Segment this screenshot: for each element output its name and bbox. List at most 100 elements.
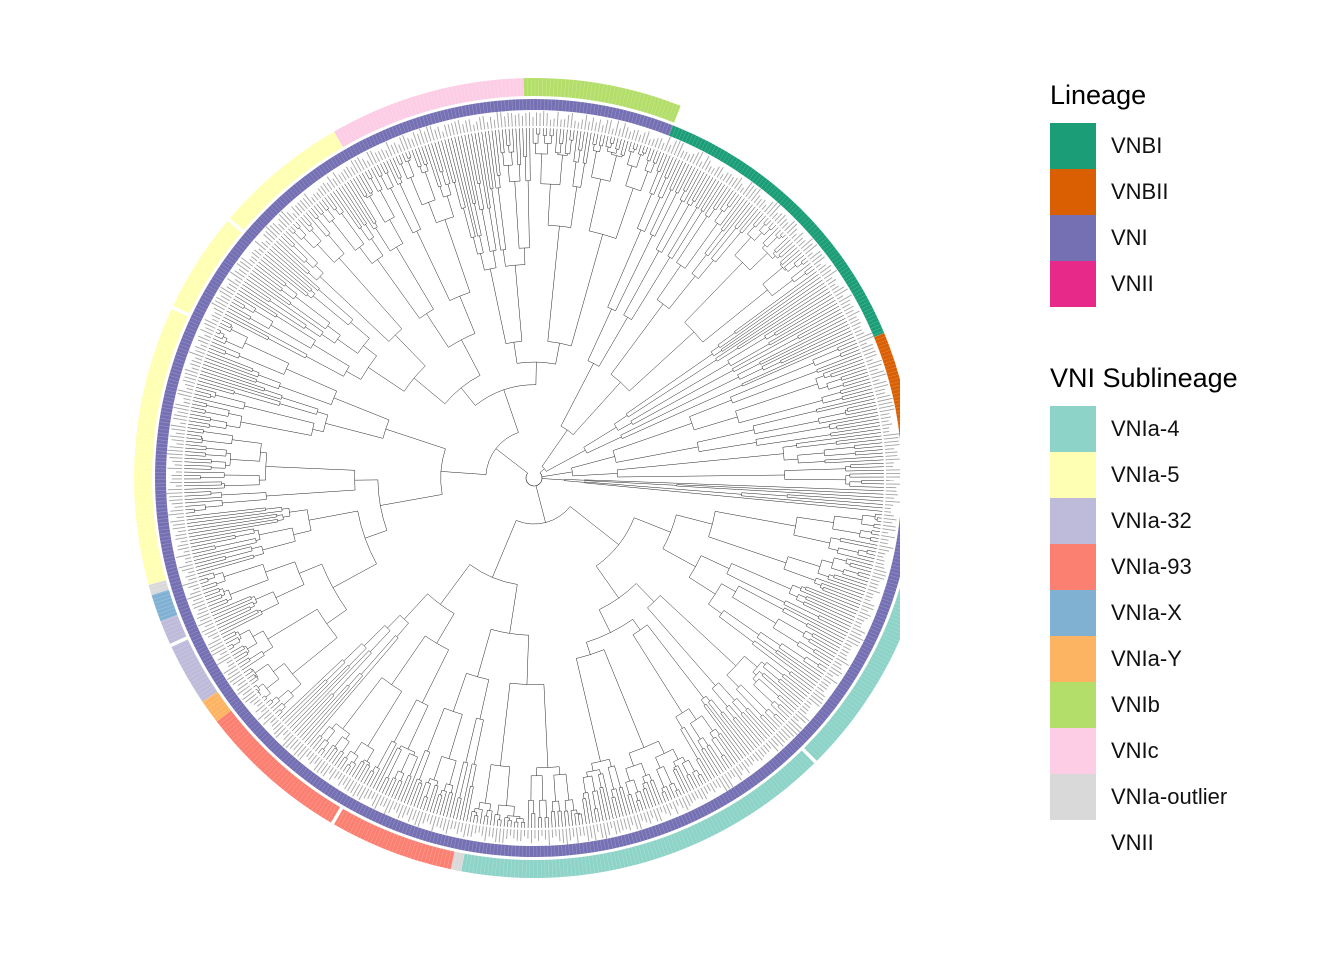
- branch: [688, 759, 695, 772]
- sublineage-segment-tile-edge: [316, 142, 327, 158]
- tip-label-mark: [184, 372, 198, 378]
- tip-label-mark: [207, 638, 222, 646]
- lineage-segment-tile-edge: [213, 275, 223, 283]
- lineage-segment-tile-edge: [156, 507, 168, 509]
- tip-label-mark: [197, 619, 213, 627]
- lineage-segment-tile-edge: [439, 110, 443, 122]
- sublineage-segment-tile-edge: [134, 463, 153, 465]
- tip-label-mark: [692, 152, 700, 165]
- sublineage-segment-tile-edge: [151, 590, 170, 597]
- branch: [720, 733, 741, 761]
- branch: [285, 231, 318, 264]
- branch-arc: [721, 754, 725, 757]
- branch: [541, 775, 544, 801]
- lineage-segment-tile-edge: [586, 102, 589, 114]
- sublineage-segment-tile-edge: [577, 857, 580, 876]
- tip-label-mark: [227, 671, 241, 681]
- sublineage-segment-tile-edge: [596, 83, 601, 102]
- branch: [226, 310, 308, 355]
- sublineage-segment-tile-edge: [436, 89, 442, 108]
- lineage-segment-tile-edge: [309, 172, 316, 182]
- branch: [632, 619, 641, 631]
- branch: [259, 694, 261, 696]
- lineage-segment-tile-edge: [877, 608, 889, 613]
- sublineage-segment-tile-edge: [664, 101, 671, 119]
- branch: [749, 252, 768, 271]
- tip-label-mark: [796, 237, 804, 244]
- branch: [200, 581, 209, 585]
- lineage-segment-tile-edge: [339, 793, 346, 804]
- branch: [592, 791, 596, 809]
- branch: [774, 297, 834, 334]
- branch: [255, 539, 261, 541]
- tip-label-mark: [639, 813, 644, 821]
- branch: [697, 740, 704, 750]
- tip-label-mark: [299, 748, 310, 760]
- branch: [267, 608, 318, 640]
- tip-label-mark: [776, 214, 786, 224]
- tip-label-mark: [884, 504, 894, 506]
- branch-arc: [472, 202, 476, 205]
- tip-label-mark: [377, 151, 384, 161]
- sublineage-segment-tile-edge: [277, 771, 290, 786]
- tip-label-mark: [716, 166, 724, 178]
- branch-arc: [332, 744, 338, 749]
- branch: [614, 796, 621, 818]
- branch: [866, 553, 876, 556]
- lineage-segment-tile-edge: [289, 758, 297, 768]
- branch-arc: [427, 593, 455, 614]
- branch: [361, 635, 396, 675]
- lineage-segment-tile-edge: [572, 844, 574, 855]
- lineage-segment-tile-edge: [754, 772, 761, 782]
- branch: [764, 228, 770, 236]
- sublineage-segment-tile-edge: [485, 80, 489, 99]
- tip-label-mark: [197, 339, 209, 345]
- lineage-segment-tile-edge: [247, 719, 257, 727]
- branch: [190, 410, 205, 414]
- branch-arc: [355, 243, 365, 251]
- sublineage-segment-tile-edge: [346, 815, 356, 832]
- lineage-segment-tile-edge: [593, 841, 596, 853]
- tip-label-mark: [620, 819, 624, 831]
- lineage-segment-tile-edge: [157, 435, 169, 438]
- sublineage-segment-tile-edge: [753, 790, 765, 806]
- sublineage-segment-tile-edge: [578, 80, 582, 99]
- lineage-segment-tile-edge: [461, 106, 464, 117]
- lineage-segment-tile-edge: [863, 640, 874, 647]
- sublineage-segment-tile-edge: [256, 190, 269, 204]
- branch: [471, 133, 481, 184]
- branch: [190, 535, 235, 545]
- branch-arc: [399, 780, 403, 782]
- sublineage-segment-tile-edge: [135, 507, 154, 510]
- tip-label-mark: [691, 792, 696, 801]
- tip-label-mark: [731, 177, 738, 187]
- tip-label-mark: [407, 137, 412, 149]
- branch: [312, 429, 324, 432]
- branch: [694, 416, 738, 431]
- lineage-segment-tile-edge: [833, 257, 843, 265]
- tip-label-mark: [765, 742, 772, 749]
- branch: [641, 763, 647, 776]
- branch: [766, 236, 778, 248]
- sublineage-segment-tile-edge: [790, 760, 804, 774]
- lineage-segment-tile-edge: [875, 336, 886, 341]
- tip-label-mark: [670, 140, 677, 154]
- branch: [323, 744, 334, 758]
- branch: [446, 195, 454, 217]
- sublineage-segment-tile-edge: [869, 660, 886, 669]
- sublineage-segment-tile-edge: [713, 815, 722, 832]
- tip-label-mark: [312, 193, 319, 201]
- branch: [646, 782, 657, 807]
- sublineage-segment-tile-edge: [874, 650, 891, 659]
- sublineage-segment-tile-edge: [433, 90, 438, 109]
- branch: [268, 338, 306, 359]
- branch: [192, 400, 207, 405]
- tip-label-mark: [289, 739, 299, 749]
- lineage-segment-tile-edge: [868, 320, 879, 326]
- branch: [804, 265, 813, 273]
- branch: [215, 332, 220, 335]
- lineage-segment-tile-edge: [820, 240, 830, 248]
- tip-label-mark: [601, 125, 604, 133]
- branch-arc: [717, 733, 721, 736]
- tip-label-mark: [297, 202, 306, 212]
